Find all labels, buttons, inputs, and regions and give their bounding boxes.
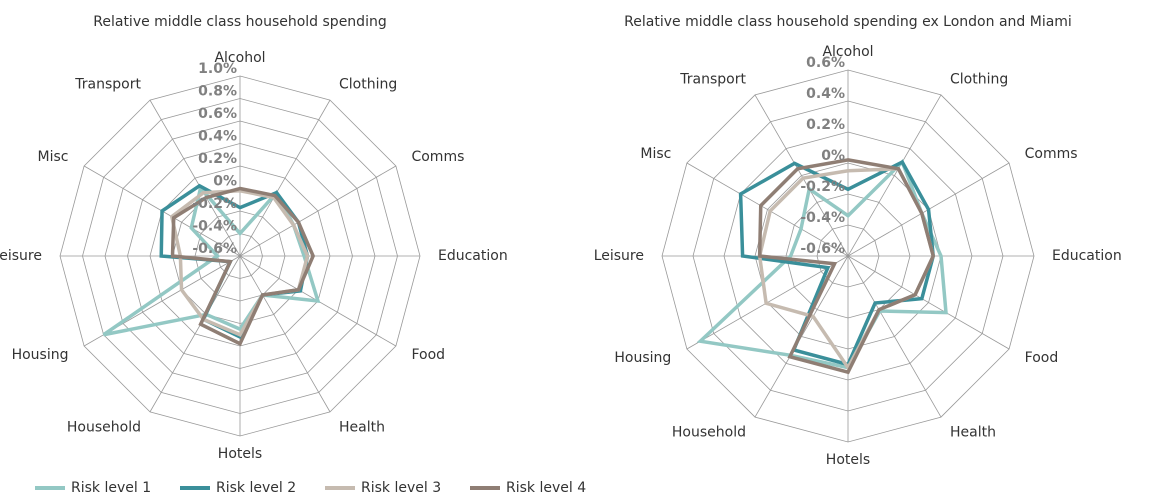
category-label: Health: [339, 419, 385, 435]
category-label: Housing: [614, 350, 671, 366]
chart-title: Relative middle class household spending…: [624, 14, 1072, 30]
spoke: [847, 94, 942, 257]
category-label: Clothing: [950, 71, 1008, 87]
category-label: Clothing: [339, 77, 397, 93]
y-tick-label: 0%: [821, 148, 845, 164]
y-tick-label: -0.2%: [800, 179, 845, 195]
legend-label: Risk level 2: [216, 480, 296, 496]
spoke: [239, 99, 331, 257]
category-label: Transport: [74, 77, 141, 93]
y-tick-label: -0.6%: [800, 241, 845, 257]
y-tick-label: 0%: [213, 174, 237, 190]
category-label: Transport: [679, 71, 746, 87]
legend-label: Risk level 4: [506, 480, 586, 496]
series-line: [170, 186, 316, 347]
category-label: Misc: [38, 149, 69, 165]
y-tick-label: 0.4%: [198, 129, 237, 145]
category-label: Misc: [640, 146, 671, 162]
legend-label: Risk level 3: [361, 480, 441, 496]
y-tick-label: 0.2%: [806, 117, 845, 133]
category-label: Education: [1052, 248, 1122, 264]
series-line: [169, 188, 310, 337]
series-line: [757, 166, 936, 371]
category-label: Education: [438, 248, 508, 264]
category-label: Household: [67, 419, 141, 435]
y-tick-label: -0.4%: [800, 210, 845, 226]
category-label: Leisure: [0, 248, 42, 264]
y-tick-label: -0.2%: [192, 196, 237, 212]
category-label: Household: [672, 425, 746, 441]
y-tick-label: 0.2%: [198, 151, 237, 167]
y-tick-label: 0.8%: [198, 84, 237, 100]
series-line: [757, 158, 936, 375]
y-tick-label: 0.6%: [806, 55, 845, 71]
spoke: [847, 255, 1010, 350]
spoke: [754, 94, 849, 257]
spoke: [239, 255, 331, 413]
legend-label: Risk level 1: [71, 480, 151, 496]
y-tick-label: 0.6%: [198, 106, 237, 122]
category-label: Hotels: [826, 452, 870, 468]
category-label: Health: [950, 425, 996, 441]
chart-title: Relative middle class household spending: [93, 14, 386, 30]
category-label: Food: [1025, 350, 1059, 366]
category-label: Comms: [411, 149, 464, 165]
category-label: Leisure: [594, 248, 644, 264]
spoke: [847, 255, 942, 418]
category-label: Food: [411, 347, 445, 363]
y-tick-label: 1.0%: [198, 61, 237, 77]
y-tick-label: -0.6%: [192, 241, 237, 257]
category-label: Alcohol: [214, 50, 265, 66]
spoke: [686, 162, 849, 257]
category-label: Housing: [12, 347, 69, 363]
category-label: Hotels: [218, 446, 262, 462]
category-label: Alcohol: [822, 44, 873, 60]
y-tick-label: 0.4%: [806, 86, 845, 102]
spoke: [149, 99, 241, 257]
spoke: [239, 165, 397, 257]
category-label: Comms: [1025, 146, 1078, 162]
spoke: [149, 255, 241, 413]
y-tick-label: -0.4%: [192, 219, 237, 235]
